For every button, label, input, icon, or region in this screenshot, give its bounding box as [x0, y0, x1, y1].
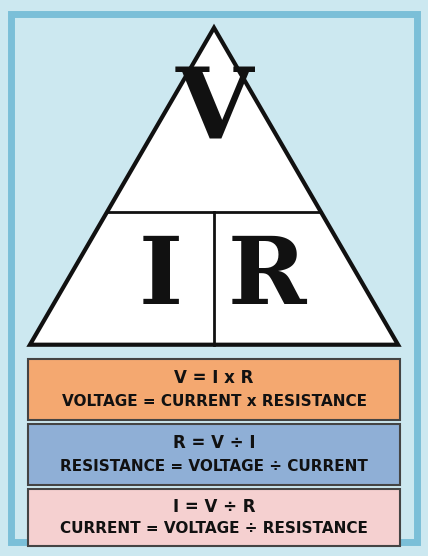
FancyBboxPatch shape	[28, 424, 400, 485]
Text: V: V	[175, 62, 253, 159]
Text: CURRENT = VOLTAGE ÷ RESISTANCE: CURRENT = VOLTAGE ÷ RESISTANCE	[60, 522, 368, 537]
Text: VOLTAGE = CURRENT x RESISTANCE: VOLTAGE = CURRENT x RESISTANCE	[62, 394, 366, 409]
Polygon shape	[30, 28, 398, 345]
Text: RESISTANCE = VOLTAGE ÷ CURRENT: RESISTANCE = VOLTAGE ÷ CURRENT	[60, 459, 368, 474]
FancyBboxPatch shape	[11, 14, 417, 542]
FancyBboxPatch shape	[28, 359, 400, 420]
Text: I: I	[139, 233, 183, 323]
Text: V = I x R: V = I x R	[174, 369, 254, 387]
FancyBboxPatch shape	[28, 489, 400, 546]
Text: R: R	[228, 233, 306, 323]
Text: R = V ÷ I: R = V ÷ I	[173, 434, 255, 452]
Text: I = V ÷ R: I = V ÷ R	[173, 498, 255, 516]
